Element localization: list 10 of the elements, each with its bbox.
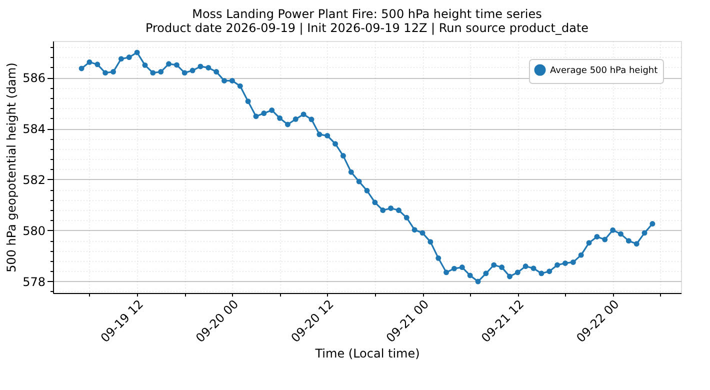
chart-title: Moss Landing Power Plant Fire: 500 hPa height time series	[192, 7, 542, 21]
y-tick-label: 584	[22, 122, 46, 136]
y-tick-label: 578	[22, 274, 46, 289]
y-tick-label: 582	[22, 172, 46, 187]
y-tick-label: 586	[22, 71, 46, 86]
legend-label: Average 500 hPa height	[550, 66, 658, 76]
y-axis-title: 500 hPa geopotential height (dam)	[4, 62, 19, 272]
x-axis-title: Time (Local time)	[314, 346, 420, 360]
y-tick-label: 580	[22, 224, 46, 238]
chart-subtitle: Product date 2026-09-19 | Init 2026-09-19 12Z | Run source product_date	[145, 21, 589, 35]
